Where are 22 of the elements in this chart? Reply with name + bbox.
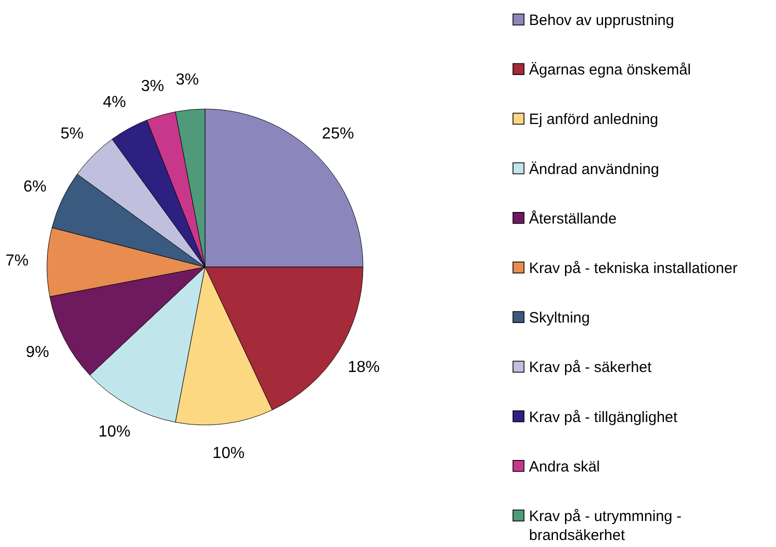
- data-label: 3%: [176, 71, 199, 88]
- data-label: 10%: [98, 423, 130, 440]
- data-label: 3%: [140, 78, 164, 95]
- legend-label: Ägarnas egna önskemål: [529, 61, 691, 78]
- data-label: 7%: [6, 252, 29, 270]
- data-label: 18%: [348, 359, 380, 376]
- data-label: 10%: [212, 445, 245, 462]
- legend-label: Ändrad användning: [529, 160, 660, 178]
- legend-label: Krav på - tekniska installationer: [529, 260, 738, 276]
- data-label: 9%: [26, 344, 50, 361]
- data-label: 6%: [23, 178, 46, 196]
- data-label: 25%: [322, 126, 354, 143]
- data-label: 4%: [102, 94, 126, 111]
- legend-label: Återställande: [529, 208, 617, 227]
- data-label: 5%: [60, 126, 84, 143]
- legend-label: Behov av upprustning: [529, 12, 674, 28]
- legend-label: Krav på - utrymmning - brandsäkerhet: [529, 508, 682, 544]
- legend-label: Andra skäl: [529, 458, 600, 475]
- legend-label: Krav på - tillgänglighet: [529, 408, 678, 426]
- legend-label: Krav på - säkerhet: [529, 358, 652, 376]
- legend-label: Skyltning: [529, 309, 590, 326]
- legend-label: Ej anförd anledning: [529, 110, 658, 128]
